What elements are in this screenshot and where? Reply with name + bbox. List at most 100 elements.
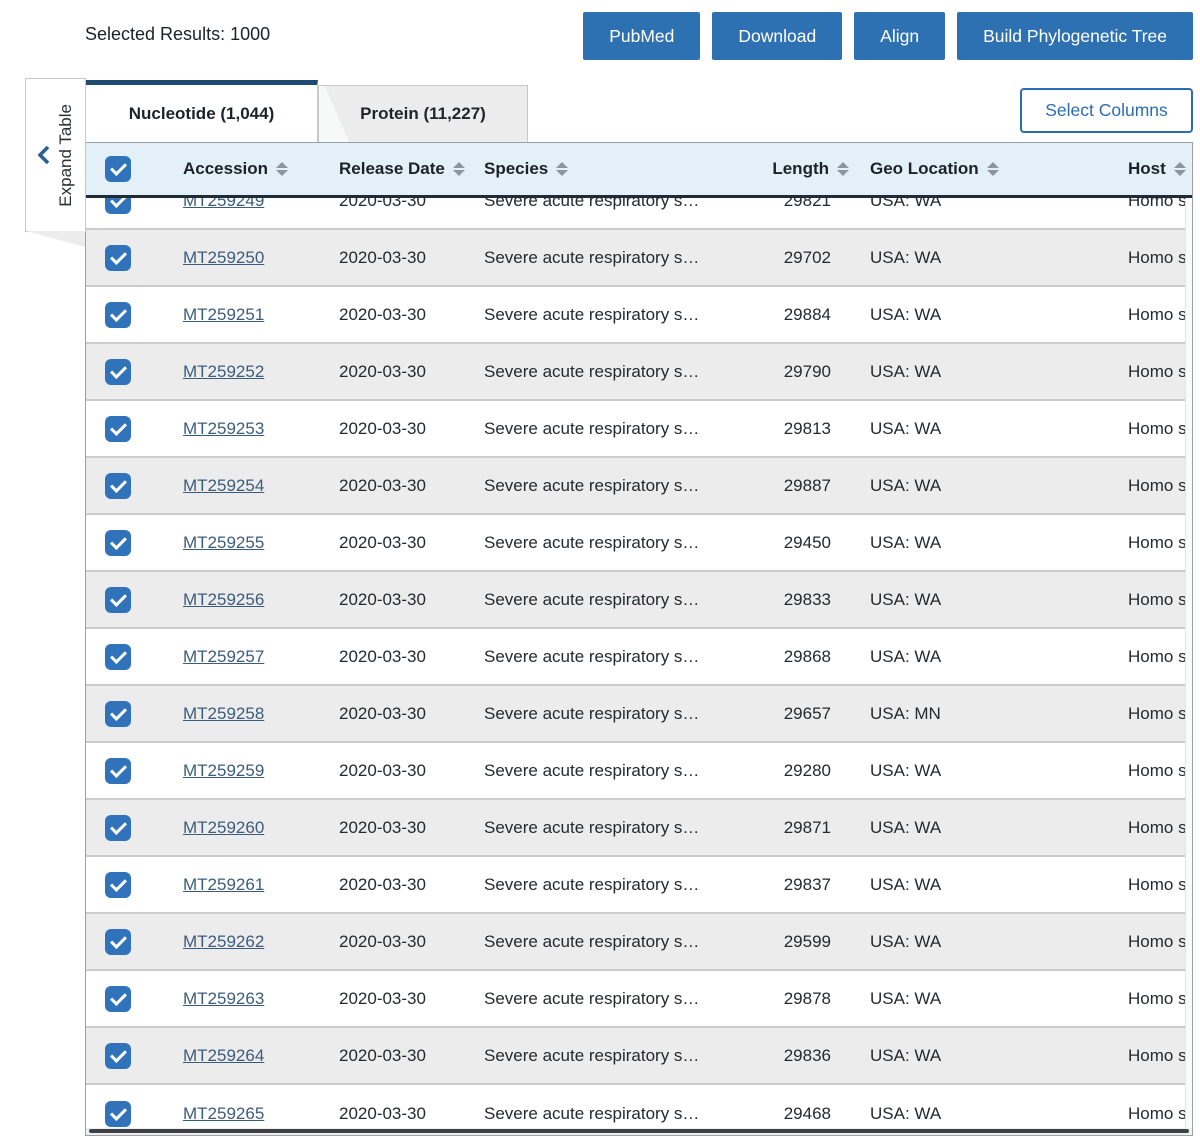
- row-checkbox[interactable]: [105, 529, 131, 556]
- sort-icon[interactable]: [837, 162, 849, 176]
- release-date-cell: 2020-03-30: [339, 703, 426, 723]
- pubmed-button[interactable]: PubMed: [583, 12, 701, 60]
- row-checkbox[interactable]: [105, 985, 131, 1012]
- select-all-checkbox[interactable]: [105, 156, 131, 182]
- column-header-length[interactable]: Length: [747, 159, 859, 179]
- sort-icon[interactable]: [986, 162, 999, 176]
- row-checkbox[interactable]: [105, 700, 131, 727]
- accession-link[interactable]: MT259264: [183, 1045, 265, 1065]
- release-date-cell: 2020-03-30: [339, 874, 426, 894]
- accession-link[interactable]: MT259250: [183, 247, 265, 267]
- row-checkbox-cell: [86, 244, 152, 271]
- accession-link[interactable]: MT259257: [183, 646, 265, 666]
- column-header-host[interactable]: Host: [1054, 159, 1192, 179]
- row-checkbox[interactable]: [105, 301, 131, 328]
- row-checkbox-cell: [86, 586, 152, 613]
- length-cell: 29280: [783, 760, 831, 780]
- column-header-geo-location[interactable]: Geo Location: [859, 159, 1054, 179]
- length-cell: 29790: [783, 361, 831, 381]
- host-cell: Homo s: [1128, 1103, 1187, 1123]
- row-checkbox[interactable]: [105, 586, 131, 613]
- host-cell: Homo s: [1128, 198, 1187, 210]
- release-date-cell: 2020-03-30: [339, 247, 426, 267]
- accession-link[interactable]: MT259261: [183, 874, 265, 894]
- table-body-rows: MT259249 2020-03-30 Severe acute respira…: [86, 198, 1192, 1127]
- row-checkbox[interactable]: [105, 198, 131, 214]
- row-checkbox[interactable]: [105, 1100, 131, 1127]
- accession-link[interactable]: MT259256: [183, 589, 265, 609]
- accession-link[interactable]: MT259263: [183, 988, 265, 1008]
- host-cell: Homo s: [1128, 817, 1187, 837]
- row-checkbox[interactable]: [105, 244, 131, 271]
- length-cell: 29821: [783, 198, 831, 210]
- tab-nucleotide[interactable]: Nucleotide (1,044): [85, 80, 318, 142]
- host-cell: Homo s: [1128, 532, 1187, 552]
- row-checkbox[interactable]: [105, 871, 131, 898]
- release-date-cell: 2020-03-30: [339, 418, 426, 438]
- row-checkbox-cell: [86, 301, 152, 328]
- tab-protein[interactable]: Protein (11,227): [318, 85, 528, 142]
- table-header-row: Accession Release Date Species Length Ge…: [86, 143, 1192, 198]
- download-button[interactable]: Download: [712, 12, 843, 60]
- row-checkbox[interactable]: [105, 415, 131, 442]
- vertical-scrollbar[interactable]: [1185, 198, 1192, 1128]
- accession-link[interactable]: MT259251: [183, 304, 265, 324]
- table-row: MT259261 2020-03-30 Severe acute respira…: [86, 857, 1192, 914]
- sort-icon[interactable]: [276, 162, 289, 176]
- horizontal-scrollbar[interactable]: [86, 1128, 1192, 1135]
- build-phylogenetic-tree-button[interactable]: Build Phylogenetic Tree: [957, 12, 1193, 60]
- row-checkbox[interactable]: [105, 757, 131, 784]
- host-cell: Homo s: [1128, 703, 1187, 723]
- column-header-release-date[interactable]: Release Date: [312, 159, 467, 179]
- row-checkbox-cell: [86, 1042, 152, 1069]
- host-cell: Homo s: [1128, 874, 1187, 894]
- row-checkbox[interactable]: [105, 928, 131, 955]
- species-cell: Severe acute respiratory s…: [484, 247, 700, 267]
- selected-results-label: Selected Results: 1000: [85, 24, 271, 44]
- release-date-cell: 2020-03-30: [339, 988, 426, 1008]
- row-checkbox[interactable]: [105, 1042, 131, 1069]
- species-cell: Severe acute respiratory s…: [484, 418, 700, 438]
- geo-location-cell: USA: WA: [870, 418, 942, 438]
- sort-icon[interactable]: [556, 162, 569, 176]
- table-row: MT259259 2020-03-30 Severe acute respira…: [86, 743, 1192, 800]
- release-date-cell: 2020-03-30: [339, 198, 426, 210]
- release-date-cell: 2020-03-30: [339, 1103, 426, 1123]
- accession-link[interactable]: MT259252: [183, 361, 265, 381]
- host-cell: Homo s: [1128, 988, 1187, 1008]
- sort-icon[interactable]: [452, 162, 465, 176]
- sort-icon[interactable]: [1173, 162, 1186, 176]
- row-checkbox-cell: [86, 871, 152, 898]
- select-columns-button[interactable]: Select Columns: [1020, 88, 1193, 133]
- accession-link[interactable]: MT259265: [183, 1103, 265, 1123]
- row-checkbox[interactable]: [105, 643, 131, 670]
- length-cell: 29884: [783, 304, 831, 324]
- release-date-cell: 2020-03-30: [339, 304, 426, 324]
- row-checkbox[interactable]: [105, 472, 131, 499]
- horizontal-scrollbar-thumb[interactable]: [89, 1129, 1189, 1133]
- row-checkbox[interactable]: [105, 358, 131, 385]
- expand-table-tab[interactable]: Expand Table: [25, 78, 86, 232]
- accession-link[interactable]: MT259260: [183, 817, 265, 837]
- table-row: MT259255 2020-03-30 Severe acute respira…: [86, 515, 1192, 572]
- table-row: MT259254 2020-03-30 Severe acute respira…: [86, 458, 1192, 515]
- accession-link[interactable]: MT259262: [183, 931, 265, 951]
- table-row: MT259263 2020-03-30 Severe acute respira…: [86, 971, 1192, 1028]
- accession-link[interactable]: MT259255: [183, 532, 265, 552]
- length-cell: 29878: [783, 988, 831, 1008]
- column-header-accession[interactable]: Accession: [152, 159, 312, 179]
- host-cell: Homo s: [1128, 1045, 1187, 1065]
- accession-link[interactable]: MT259253: [183, 418, 265, 438]
- align-button[interactable]: Align: [854, 12, 946, 60]
- host-cell: Homo s: [1128, 304, 1187, 324]
- accession-link[interactable]: MT259249: [183, 198, 265, 210]
- table-body-viewport: MT259249 2020-03-30 Severe acute respira…: [86, 198, 1192, 1127]
- row-checkbox[interactable]: [105, 814, 131, 841]
- accession-link[interactable]: MT259254: [183, 475, 265, 495]
- column-header-species[interactable]: Species: [467, 159, 747, 179]
- geo-location-cell: USA: WA: [870, 532, 942, 552]
- accession-link[interactable]: MT259258: [183, 703, 265, 723]
- table-row: MT259265 2020-03-30 Severe acute respira…: [86, 1085, 1192, 1127]
- geo-location-cell: USA: WA: [870, 475, 942, 495]
- accession-link[interactable]: MT259259: [183, 760, 265, 780]
